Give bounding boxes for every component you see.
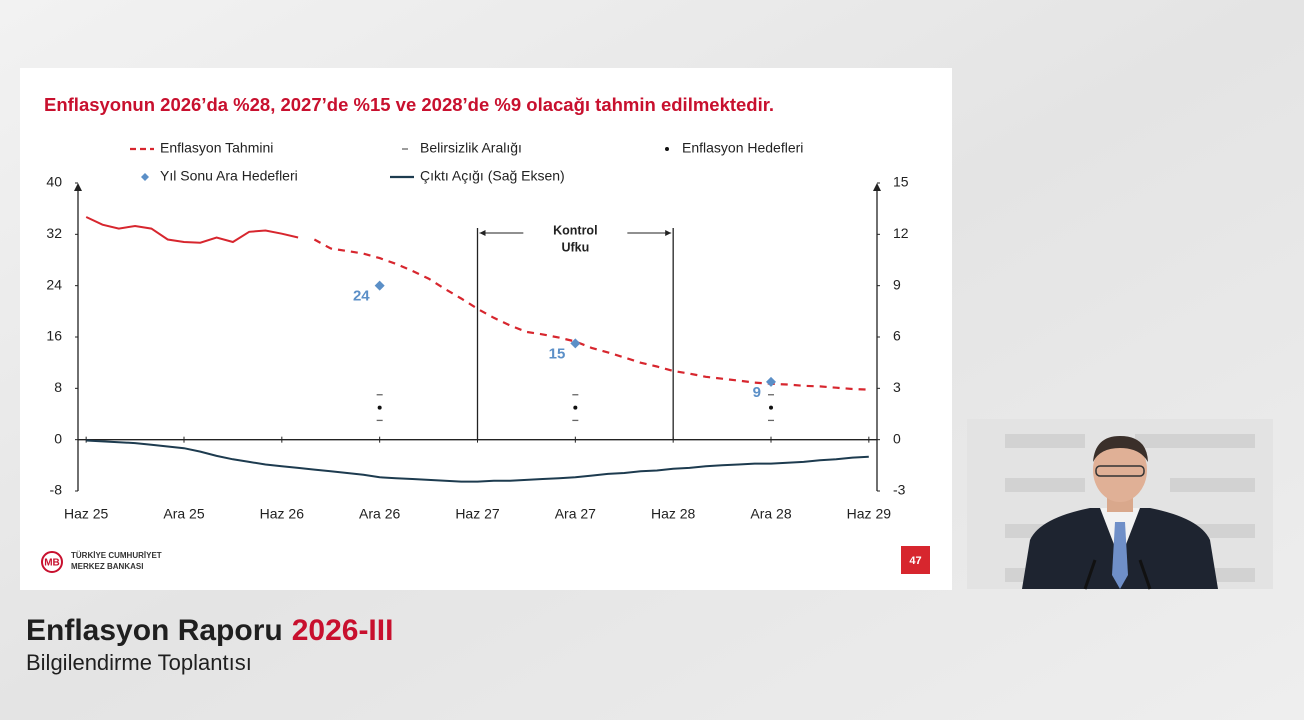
y-tick-label: 8	[54, 379, 62, 395]
x-tick-label: Ara 27	[555, 506, 596, 522]
legend-label: Yıl Sonu Ara Hedefleri	[160, 168, 298, 184]
x-tick-label: Ara 25	[163, 506, 204, 522]
legend-item: Enflasyon Tahmini	[130, 140, 273, 156]
x-tick-label: Haz 25	[64, 506, 109, 522]
caption-subtitle: Bilgilendirme Toplantısı	[26, 650, 252, 675]
y-tick-label: 40	[46, 174, 62, 190]
y2-tick-label: 9	[893, 276, 901, 292]
axis-arrow	[873, 183, 881, 191]
slide	[20, 68, 952, 590]
legend-item: Enflasyon Hedefleri	[665, 140, 803, 156]
logo: MB TÜRKİYE CUMHURİYET MERKEZ BANKASI	[41, 551, 162, 573]
caption-title: Enflasyon Raporu	[26, 614, 283, 647]
axis-arrow	[74, 183, 82, 191]
y2-tick-label: 12	[893, 225, 909, 241]
target-dot	[573, 405, 578, 410]
y2-tick-label: -3	[893, 482, 906, 498]
slide-title: Enflasyonun 2026’da %28, 2027’de %15 ve …	[44, 94, 774, 115]
target-marker	[570, 338, 581, 349]
x-tick-label: Haz 27	[455, 506, 500, 522]
y-tick-label: 0	[54, 430, 62, 446]
svg-text:MB: MB	[44, 558, 60, 569]
target-marker	[374, 280, 385, 291]
legend-label: Enflasyon Hedefleri	[682, 140, 803, 156]
target-dot	[769, 405, 774, 410]
target-marker	[766, 376, 777, 387]
x-tick-label: Ara 26	[359, 506, 400, 522]
legend-label: Belirsizlik Aralığı	[420, 140, 522, 156]
y-tick-label: 16	[46, 328, 62, 344]
series-line	[86, 439, 869, 483]
data-label: 15	[549, 345, 566, 362]
logo-line: TÜRKİYE CUMHURİYET	[71, 551, 162, 560]
arrow-head	[479, 230, 486, 236]
y2-tick-label: 6	[893, 328, 901, 344]
legend-symbol	[141, 173, 149, 181]
data-label: 9	[753, 384, 761, 401]
y-tick-label: 32	[46, 225, 62, 241]
legend-label: Çıktı Açığı (Sağ Eksen)	[420, 168, 565, 184]
y-tick-label: -8	[50, 482, 63, 498]
y-tick-label: 24	[46, 276, 62, 292]
speaker-video	[967, 419, 1273, 590]
series-line	[85, 216, 299, 244]
x-tick-label: Haz 28	[651, 506, 696, 522]
chart: -8 0 8 16 24 32 40 -3 0 3 6 9 12 15 Haz 25 Ara 25 Haz 26…	[46, 140, 908, 522]
legend-label: Enflasyon Tahmini	[160, 140, 273, 156]
annotation-text: Kontrol	[553, 223, 597, 237]
page-badge	[901, 546, 930, 574]
legend-item: Yıl Sonu Ara Hedefleri	[141, 168, 298, 184]
annotation-text: Ufku	[561, 240, 589, 254]
arrow-head	[665, 230, 672, 236]
target-dot	[377, 405, 382, 410]
x-tick-label: Haz 29	[847, 506, 892, 522]
data-label: 24	[353, 288, 370, 305]
caption-edition: 2026-III	[292, 614, 394, 647]
legend-item: Belirsizlik Aralığı	[402, 140, 522, 156]
y2-tick-label: 15	[893, 174, 909, 190]
logo-line: MERKEZ BANKASI	[71, 562, 143, 571]
page-number: 47	[909, 555, 921, 567]
y2-tick-label: 0	[893, 430, 901, 446]
legend-item: Çıktı Açığı (Sağ Eksen)	[390, 168, 565, 184]
x-tick-label: Ara 28	[750, 506, 791, 522]
x-tick-label: Haz 26	[260, 506, 305, 522]
y2-tick-label: 3	[893, 379, 901, 395]
legend-symbol	[665, 147, 669, 151]
series-line	[313, 238, 869, 391]
